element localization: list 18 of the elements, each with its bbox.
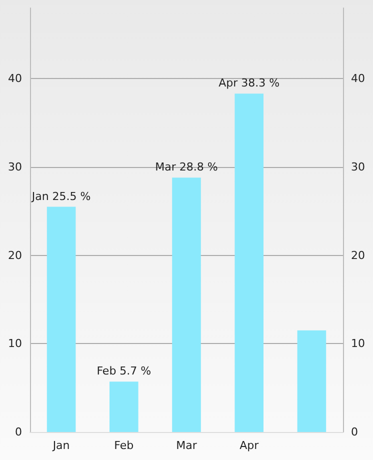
x-tick-label: Jan	[52, 439, 70, 452]
x-tick-label: Mar	[176, 439, 198, 452]
y2-tick-label: 0	[351, 426, 358, 438]
y-tick-label: 0	[15, 426, 22, 438]
x-tick-label: Feb	[114, 439, 134, 452]
data-label: Jan 25.5 %	[30, 190, 91, 203]
y2-tick-label: 10	[351, 337, 365, 350]
y2-tick-label: 30	[351, 160, 365, 174]
x-tick-label: Apr	[240, 439, 260, 452]
y2-tick-label: 40	[351, 72, 365, 86]
y-tick-label: 10	[8, 337, 22, 350]
data-label: Mar 28.8 %	[155, 160, 218, 174]
data-label: Feb 5.7 %	[96, 364, 152, 378]
y-tick-label: 30	[8, 160, 22, 174]
y-tick-label: 20	[8, 248, 22, 262]
data-label: Apr 38.3 %	[218, 76, 280, 90]
y2-tick-label: 20	[351, 248, 365, 262]
y-tick-label: 40	[8, 72, 22, 86]
